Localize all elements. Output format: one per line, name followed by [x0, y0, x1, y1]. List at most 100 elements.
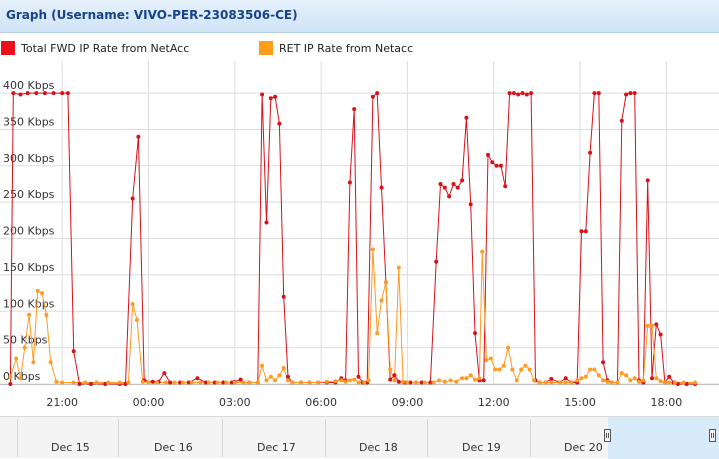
data-point-fwd[interactable] — [451, 182, 456, 186]
data-point-ret[interactable] — [392, 378, 397, 383]
data-point-ret[interactable] — [493, 367, 498, 372]
data-point-ret[interactable] — [501, 363, 506, 368]
data-point-fwd[interactable] — [273, 94, 278, 99]
data-point-fwd[interactable] — [503, 184, 508, 189]
data-point-fwd[interactable] — [356, 374, 361, 379]
data-point-ret[interactable] — [506, 345, 511, 350]
data-point-ret[interactable] — [35, 288, 40, 293]
data-point-ret[interactable] — [596, 373, 601, 378]
data-point-ret[interactable] — [379, 298, 384, 303]
navigator-left-handle[interactable] — [604, 429, 611, 442]
data-point-ret[interactable] — [60, 380, 65, 385]
data-point-ret[interactable] — [273, 378, 278, 383]
data-point-ret[interactable] — [189, 380, 194, 385]
data-point-ret[interactable] — [480, 249, 485, 254]
data-point-ret[interactable] — [658, 379, 663, 384]
data-point-ret[interactable] — [375, 331, 380, 336]
data-point-ret[interactable] — [609, 380, 614, 385]
data-point-ret[interactable] — [637, 379, 641, 384]
data-point-fwd[interactable] — [238, 377, 243, 382]
data-point-ret[interactable] — [662, 380, 667, 385]
data-point-ret[interactable] — [468, 373, 473, 378]
data-point-fwd[interactable] — [60, 91, 65, 96]
data-point-ret[interactable] — [431, 380, 436, 385]
data-point-ret[interactable] — [281, 366, 286, 370]
data-point-fwd[interactable] — [473, 331, 477, 336]
data-point-fwd[interactable] — [178, 380, 183, 385]
data-point-fwd[interactable] — [464, 115, 469, 120]
data-point-fwd[interactable] — [563, 376, 568, 381]
data-point-ret[interactable] — [405, 380, 410, 385]
data-point-fwd[interactable] — [392, 373, 397, 378]
legend-item-fwd[interactable]: Total FWD IP Rate from NetAcc — [1, 41, 189, 55]
data-point-ret[interactable] — [442, 379, 447, 384]
data-point-ret[interactable] — [619, 371, 624, 376]
data-point-fwd[interactable] — [632, 91, 637, 96]
data-point-ret[interactable] — [448, 378, 453, 383]
navigator-right-handle[interactable] — [709, 429, 716, 442]
data-point-fwd[interactable] — [204, 380, 208, 385]
data-point-ret[interactable] — [628, 378, 633, 383]
data-point-ret[interactable] — [241, 380, 246, 385]
data-point-ret[interactable] — [527, 367, 532, 372]
data-point-ret[interactable] — [563, 380, 568, 385]
data-point-fwd[interactable] — [277, 121, 282, 126]
data-point-fwd[interactable] — [221, 380, 226, 385]
data-point-ret[interactable] — [54, 379, 59, 384]
data-point-fwd[interactable] — [588, 150, 593, 155]
data-point-ret[interactable] — [362, 380, 367, 385]
data-point-fwd[interactable] — [168, 380, 173, 385]
data-point-fwd[interactable] — [654, 322, 659, 327]
data-point-ret[interactable] — [18, 376, 23, 381]
data-point-ret[interactable] — [488, 356, 493, 361]
data-point-fwd[interactable] — [186, 380, 191, 385]
data-point-ret[interactable] — [460, 376, 465, 381]
data-point-ret[interactable] — [366, 378, 371, 383]
data-point-ret[interactable] — [181, 380, 185, 385]
data-point-ret[interactable] — [264, 378, 269, 383]
data-point-fwd[interactable] — [136, 134, 141, 139]
data-point-ret[interactable] — [693, 380, 698, 385]
data-point-fwd[interactable] — [388, 377, 393, 382]
data-point-ret[interactable] — [473, 377, 477, 382]
data-point-fwd[interactable] — [150, 379, 155, 384]
data-point-ret[interactable] — [286, 378, 290, 383]
data-point-fwd[interactable] — [645, 178, 650, 183]
data-point-fwd[interactable] — [507, 91, 512, 96]
data-point-ret[interactable] — [592, 367, 597, 372]
data-point-ret[interactable] — [316, 380, 321, 385]
data-point-fwd[interactable] — [583, 229, 588, 234]
data-point-fwd[interactable] — [408, 380, 413, 385]
data-point-ret[interactable] — [549, 380, 554, 385]
data-point-fwd[interactable] — [524, 92, 529, 97]
data-point-ret[interactable] — [514, 378, 519, 383]
data-point-ret[interactable] — [247, 380, 252, 385]
data-point-ret[interactable] — [333, 379, 338, 384]
data-point-ret[interactable] — [343, 379, 348, 384]
data-point-fwd[interactable] — [212, 380, 217, 385]
data-point-ret[interactable] — [163, 380, 168, 385]
data-point-fwd[interactable] — [494, 163, 499, 168]
data-point-ret[interactable] — [569, 380, 574, 385]
data-point-ret[interactable] — [414, 380, 419, 385]
time-navigator[interactable]: Dec 15 Dec 16 Dec 17 Dec 18 Dec 19 Dec 2… — [0, 416, 719, 459]
data-point-fwd[interactable] — [481, 378, 486, 383]
data-point-fwd[interactable] — [130, 196, 135, 201]
data-point-fwd[interactable] — [51, 91, 56, 96]
data-point-fwd[interactable] — [11, 91, 16, 96]
data-point-ret[interactable] — [583, 374, 588, 379]
data-point-ret[interactable] — [464, 376, 469, 381]
data-point-fwd[interactable] — [650, 376, 654, 381]
data-point-ret[interactable] — [654, 376, 659, 381]
data-point-ret[interactable] — [401, 379, 406, 384]
data-point-fwd[interactable] — [71, 349, 76, 354]
data-point-ret[interactable] — [667, 380, 672, 385]
data-point-fwd[interactable] — [667, 374, 672, 379]
data-point-ret[interactable] — [135, 318, 139, 322]
data-point-ret[interactable] — [117, 380, 122, 385]
data-point-ret[interactable] — [352, 377, 357, 382]
data-point-ret[interactable] — [255, 380, 260, 385]
data-point-fwd[interactable] — [498, 163, 503, 168]
data-point-ret[interactable] — [48, 360, 53, 365]
data-point-fwd[interactable] — [619, 118, 624, 123]
